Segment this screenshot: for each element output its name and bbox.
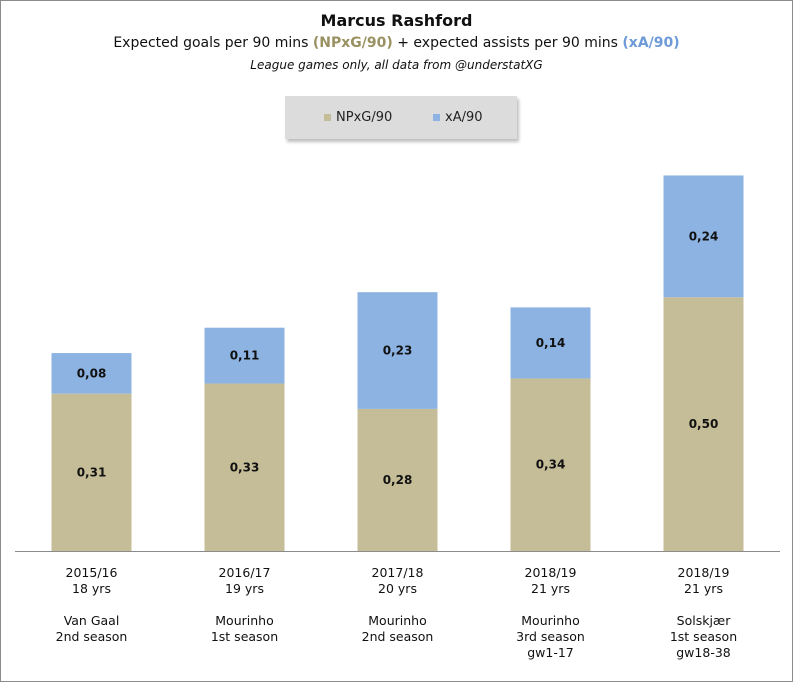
data-label: 0,50 — [689, 417, 719, 431]
x-tick-label: 2nd season — [362, 629, 434, 644]
legend-swatch-xa — [433, 114, 440, 121]
legend-label-xa: xA/90 — [445, 110, 483, 125]
bar-segment-npxg — [357, 408, 438, 551]
bar-segment-xa — [51, 353, 132, 394]
bar-segment-npxg — [663, 297, 744, 551]
data-label: 0,28 — [383, 473, 413, 487]
x-tick-label: 19 yrs — [225, 581, 264, 596]
legend-item-npxg: NPxG/90 — [324, 110, 392, 125]
x-tick-label: 20 yrs — [378, 581, 417, 596]
subtitle-part-2: + expected assists per 90 mins — [392, 35, 623, 51]
data-label: 0,14 — [536, 336, 566, 350]
legend: NPxG/90 xA/90 — [285, 96, 517, 139]
data-label: 0,23 — [383, 344, 413, 358]
x-tick-label: Van Gaal — [64, 613, 120, 628]
bar-segment-xa — [357, 292, 438, 409]
data-label: 0,34 — [536, 458, 566, 472]
data-label: 0,33 — [230, 460, 260, 474]
bar-segment-xa — [204, 327, 285, 384]
data-label: 0,31 — [77, 465, 107, 479]
x-tick-label: gw18-38 — [676, 645, 731, 660]
x-tick-label: Solskjær — [677, 613, 732, 628]
subtitle-npxg: (NPxG/90) — [312, 35, 393, 51]
x-tick-label: 2018/19 — [678, 565, 730, 580]
chart-title: Marcus Rashford — [320, 11, 473, 30]
x-tick-label: 21 yrs — [684, 581, 723, 596]
x-tick-label: gw1-17 — [527, 645, 574, 660]
bar-segment-xa — [510, 307, 591, 379]
x-tick-label: 18 yrs — [72, 581, 111, 596]
legend-swatch-npxg — [324, 114, 331, 121]
bar-segment-npxg — [204, 383, 285, 551]
x-tick-label: 3rd season — [516, 629, 585, 644]
legend-item-xa: xA/90 — [433, 110, 483, 125]
subtitle-xa: (xA/90) — [622, 35, 680, 51]
x-tick-label: 2016/17 — [219, 565, 271, 580]
x-tick-label: 21 yrs — [531, 581, 570, 596]
x-tick-label: 2018/19 — [525, 565, 577, 580]
x-tick-label: 2015/16 — [66, 565, 118, 580]
x-tick-label: 2nd season — [56, 629, 128, 644]
bar-segment-npxg — [510, 378, 591, 551]
chart-subtitle: Expected goals per 90 mins (NPxG/90) + e… — [0, 35, 793, 51]
bar-segment-xa — [663, 175, 744, 298]
x-tick-label: 1st season — [670, 629, 737, 644]
data-label: 0,08 — [77, 366, 107, 380]
x-tick-label: Mourinho — [215, 613, 273, 628]
x-tick-label: Mourinho — [368, 613, 426, 628]
chart-note: League games only, all data from @unders… — [250, 58, 543, 72]
x-tick-label: 2017/18 — [372, 565, 424, 580]
data-label: 0,11 — [230, 349, 260, 363]
x-tick-label: 1st season — [211, 629, 278, 644]
subtitle-part-1: Expected goals per 90 mins — [113, 35, 313, 51]
x-tick-label: Mourinho — [521, 613, 579, 628]
bar-segment-npxg — [51, 393, 132, 551]
data-label: 0,24 — [689, 229, 719, 243]
legend-label-npxg: NPxG/90 — [336, 110, 393, 125]
